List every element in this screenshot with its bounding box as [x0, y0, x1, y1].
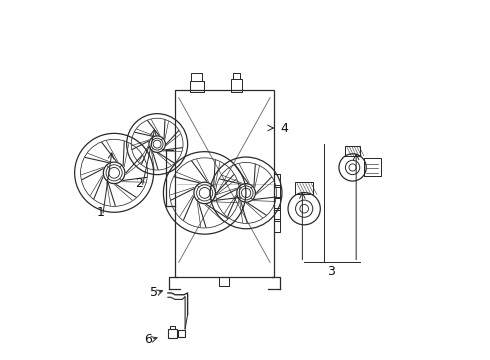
Bar — [231, 78, 242, 92]
Text: 3: 3 — [327, 265, 335, 278]
Text: 6: 6 — [145, 333, 152, 346]
Text: 2: 2 — [136, 177, 144, 190]
Bar — [190, 81, 204, 92]
Text: 4: 4 — [281, 122, 289, 135]
Bar — [178, 330, 185, 337]
Bar — [175, 90, 274, 277]
Text: 1: 1 — [96, 206, 104, 219]
Bar — [345, 145, 360, 156]
Bar — [168, 329, 177, 338]
Bar — [192, 73, 202, 81]
Bar — [365, 158, 381, 176]
Text: 5: 5 — [150, 287, 158, 300]
Bar — [295, 182, 313, 194]
Bar — [233, 73, 240, 78]
